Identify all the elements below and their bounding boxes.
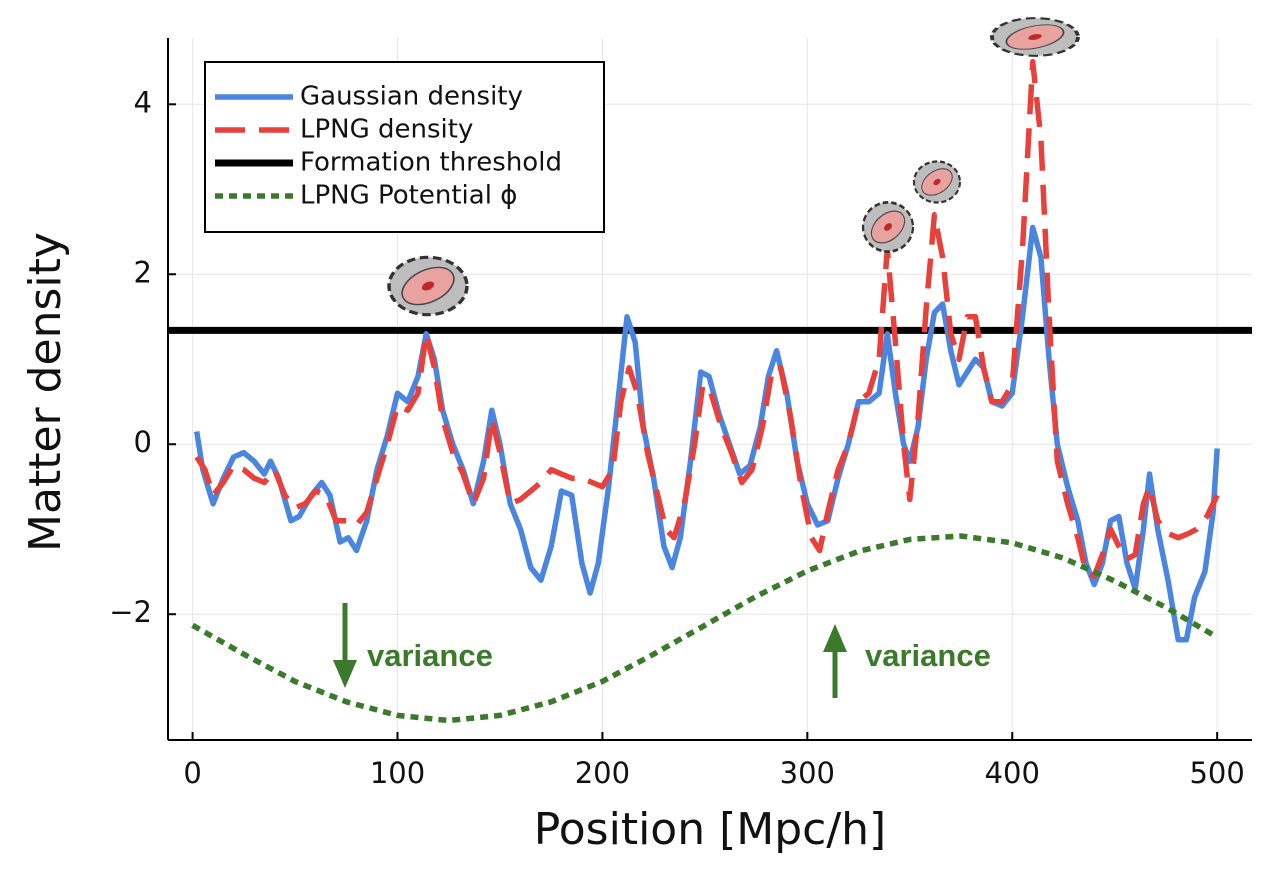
series-line [193,224,1220,643]
y-tick-label: 0 [134,425,152,459]
halo-icon [863,202,913,251]
y-tick-label: −2 [109,595,152,629]
x-tick-label: 0 [183,756,201,790]
x-tick-label: 400 [985,756,1040,790]
annotation-arrows [333,603,847,698]
y-axis-label: Matter density [20,232,71,552]
halo-icon [389,257,467,314]
halo-icon [992,18,1078,56]
x-axis-label: Position [Mpc/h] [534,804,886,855]
x-tick-label: 500 [1189,756,1244,790]
series-line [191,533,1219,724]
series-line [194,59,1220,579]
annotation: variance [367,638,493,673]
y-tick-label: 4 [134,85,152,119]
legend-label: LPNG density [300,115,473,145]
legend-label: Formation threshold [300,148,562,178]
legend-box [204,61,605,233]
x-tick-label: 200 [575,756,630,790]
arrow-head [333,660,357,688]
legend-label: LPNG Potential ϕ [300,181,517,211]
annotation: variance [865,638,991,673]
legend-label: Gaussian density [300,82,523,112]
arrow-head [823,624,847,652]
halo-icon [914,162,960,203]
x-tick-label: 100 [370,756,425,790]
y-tick-label: 2 [134,255,152,289]
plot-lines [168,59,1252,724]
x-tick-label: 300 [780,756,835,790]
